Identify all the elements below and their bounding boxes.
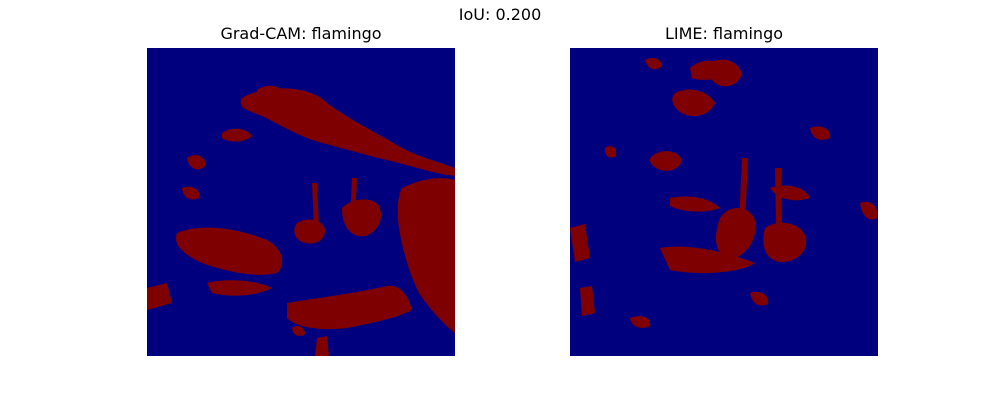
figure-suptitle: IoU: 0.200	[458, 5, 542, 24]
mask-region	[570, 58, 878, 328]
lime-mask-image	[570, 48, 878, 356]
mask-background	[570, 48, 878, 356]
lime-panel-title: LIME: flamingo	[664, 24, 784, 43]
gradcam-panel-title: Grad-CAM: flamingo	[220, 24, 382, 43]
mask-region	[147, 85, 455, 356]
gradcam-mask-image	[147, 48, 455, 356]
